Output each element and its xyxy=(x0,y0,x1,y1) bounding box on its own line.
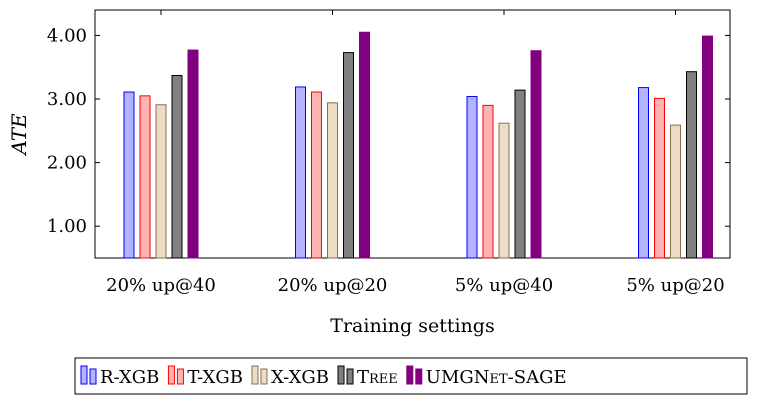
bar-r-xgb xyxy=(295,86,306,259)
legend-entry: Tree xyxy=(337,365,398,388)
bar-r-xgb xyxy=(638,87,649,259)
legend-swatch xyxy=(415,368,423,385)
y-axis-label: ATE xyxy=(7,113,31,157)
legend-swatch xyxy=(251,365,259,385)
legend-swatch xyxy=(167,365,175,385)
legend-swatch xyxy=(406,365,414,385)
legend: R-XGB T-XGB X-XGB Tree UMGNet-SAGE xyxy=(74,357,748,395)
bar-umgnet-sage xyxy=(702,35,713,259)
bar-umgnet-sage xyxy=(359,31,370,259)
bar-umgnet-sage xyxy=(187,49,199,259)
bar-x-xgb xyxy=(670,124,681,259)
bar-r-xgb xyxy=(466,95,478,259)
bar-t-xgb xyxy=(482,104,494,259)
bar-x-xgb xyxy=(498,122,510,259)
legend-swatch xyxy=(260,368,268,385)
y-tick-label: 3.00 xyxy=(47,89,87,110)
x-axis-label: Training settings xyxy=(330,315,494,337)
bar-tree xyxy=(343,52,354,259)
legend-swatch xyxy=(89,368,97,385)
legend-entry: X-XGB xyxy=(251,365,329,388)
y-tick-label: 1.00 xyxy=(47,216,87,237)
legend-label: R-XGB xyxy=(100,367,159,388)
bar-tree xyxy=(514,89,526,259)
bar-x-xgb xyxy=(155,104,167,259)
x-tick-label: 20% up@40 xyxy=(106,275,216,296)
legend-entry: T-XGB xyxy=(167,365,243,388)
legend-entry: R-XGB xyxy=(80,365,159,388)
bar-t-xgb xyxy=(139,95,151,259)
plot-frame xyxy=(94,9,731,259)
legend-entry: UMGNet-SAGE xyxy=(406,365,567,388)
bar-t-xgb xyxy=(654,97,665,259)
bar-r-xgb xyxy=(123,91,135,259)
bar-umgnet-sage xyxy=(530,50,542,259)
legend-label: X-XGB xyxy=(271,367,329,388)
bar-x-xgb xyxy=(327,102,338,259)
bar-tree xyxy=(686,71,697,259)
legend-swatch xyxy=(337,365,345,385)
legend-swatch xyxy=(80,365,88,385)
y-tick-label: 2.00 xyxy=(47,153,87,174)
legend-label: UMGNet-SAGE xyxy=(426,367,567,388)
legend-label: T-XGB xyxy=(187,367,243,388)
legend-label: Tree xyxy=(357,367,398,388)
bar-t-xgb xyxy=(311,91,322,259)
x-tick-label: 5% up@20 xyxy=(626,275,724,296)
legend-swatch xyxy=(176,368,184,385)
bar-tree xyxy=(171,74,183,259)
x-tick-label: 5% up@40 xyxy=(455,275,553,296)
legend-swatch xyxy=(346,368,354,385)
x-tick-label: 20% up@20 xyxy=(278,275,388,296)
y-tick-label: 4.00 xyxy=(47,25,87,46)
